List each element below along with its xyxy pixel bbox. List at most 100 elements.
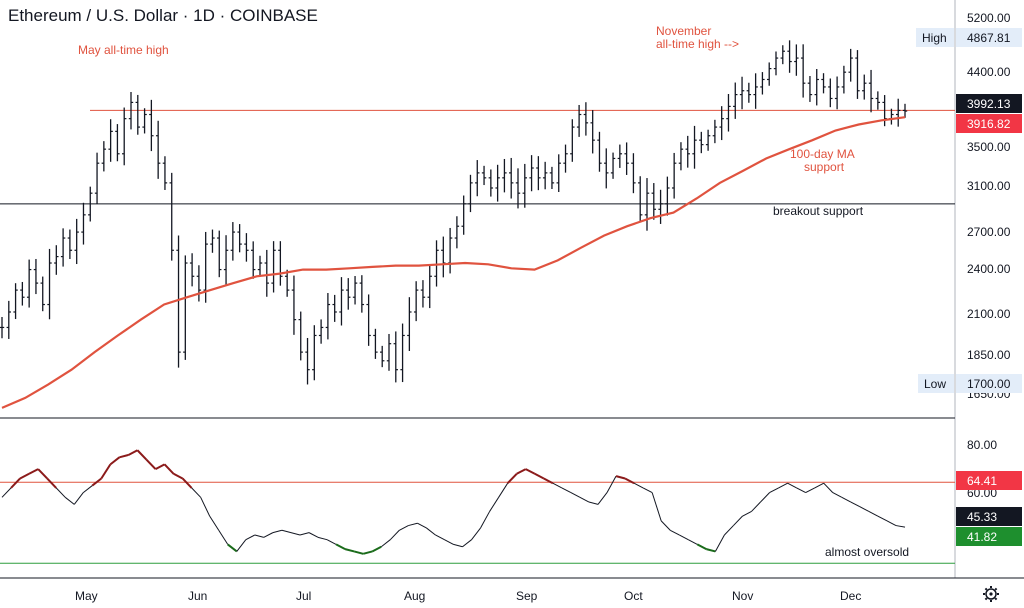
rsi-segment xyxy=(426,527,436,536)
rsi-segment xyxy=(145,458,157,470)
rsi-segment xyxy=(444,539,454,545)
rsi-segment xyxy=(1,487,12,498)
rsi-segment xyxy=(579,496,590,503)
ohlc-bar xyxy=(848,48,853,82)
rsi-segment xyxy=(462,539,472,548)
time-axis: May Jun Jul Aug Sep Oct Nov Dec xyxy=(75,589,861,603)
ohlc-bar xyxy=(583,102,589,136)
high-value-tag xyxy=(956,28,1022,47)
ohlc-bar xyxy=(787,40,792,73)
ohlc-bar xyxy=(719,106,724,141)
ohlc-bar xyxy=(413,281,419,322)
rsi-segment xyxy=(489,497,500,512)
rsi-segment xyxy=(227,543,238,553)
rsi-segment xyxy=(19,472,30,480)
rsi-segment xyxy=(570,492,581,498)
ohlc-bar xyxy=(54,245,59,275)
ohlc-bar xyxy=(902,103,908,118)
ohlc-bar xyxy=(325,293,331,340)
rsi-segment xyxy=(453,543,463,548)
ohlc-bar xyxy=(678,142,684,171)
ohlc-bar xyxy=(373,328,378,359)
rsi-segment xyxy=(73,492,84,505)
rsi-segment xyxy=(308,532,319,538)
ohlc-bar xyxy=(278,241,283,286)
rsi-segment xyxy=(435,534,445,541)
ohlc-bar xyxy=(468,174,473,213)
month-tick: Aug xyxy=(404,589,425,603)
rsi-segment xyxy=(10,477,21,489)
ohlc-bar xyxy=(441,236,446,278)
ohlc-bar xyxy=(610,152,616,179)
ohlc-bar xyxy=(318,319,324,344)
ohlc-bar xyxy=(631,153,636,194)
ohlc-bar xyxy=(814,68,819,106)
low-value-tag xyxy=(956,374,1022,393)
low-label-tag xyxy=(918,374,954,393)
rsi-segment xyxy=(218,530,229,545)
high-value: 4867.81 xyxy=(967,31,1011,45)
ohlc-bar xyxy=(570,119,575,162)
ohlc-bar xyxy=(47,248,52,320)
ohlc-bar xyxy=(142,108,147,134)
ohlc-bar xyxy=(400,323,405,383)
ohlc-bar xyxy=(705,129,711,151)
ohlc-bar xyxy=(746,82,752,103)
chart-title: Ethereum / U.S. Dollar · 1D · COINBASE xyxy=(8,6,318,25)
ohlc-bar xyxy=(257,255,263,278)
ohlc-bar xyxy=(108,119,113,162)
ohlc-bar xyxy=(733,82,738,119)
rsi-segment xyxy=(751,501,761,512)
ohlc-bar xyxy=(624,142,629,175)
rsi-segment xyxy=(55,487,66,498)
ohlc-bar xyxy=(217,230,222,278)
ma-support-annotation-line1: 100-day MA xyxy=(790,147,855,161)
rsi-segment xyxy=(290,532,301,536)
ohlc-bar xyxy=(0,317,5,339)
price-tick: 2100.00 xyxy=(967,307,1011,321)
rsi-segment xyxy=(498,482,509,498)
ohlc-bar xyxy=(332,294,337,322)
ohlc-bar xyxy=(617,144,623,168)
ohlc-bar xyxy=(502,158,507,193)
ohlc-bar xyxy=(889,108,894,125)
high-label: High xyxy=(922,31,947,45)
ohlc-bar xyxy=(481,165,487,186)
rsi-upper-tag xyxy=(956,471,1022,490)
rsi-segment xyxy=(850,501,861,508)
rsi-segment xyxy=(326,539,337,545)
rsi-segment xyxy=(173,472,184,480)
ohlc-bar xyxy=(359,275,365,313)
ohlc-bar xyxy=(393,331,398,383)
may-ath-annotation: May all-time high xyxy=(78,43,169,57)
ohlc-bar xyxy=(271,241,276,293)
ohlc-bar xyxy=(135,94,140,135)
rsi-segment xyxy=(823,482,834,493)
gear-icon[interactable] xyxy=(983,586,999,602)
ohlc-bar xyxy=(644,178,650,231)
ohlc-bar xyxy=(549,166,555,190)
ohlc-bar xyxy=(509,157,514,199)
ohlc-bar xyxy=(244,233,249,262)
rsi-segment xyxy=(714,534,725,552)
rsi-segment xyxy=(299,532,310,536)
ohlc-bar xyxy=(291,275,297,335)
ohlc-bar xyxy=(67,229,73,260)
ohlc-bar xyxy=(128,91,134,130)
ohlc-bar xyxy=(33,258,39,295)
ohlc-bar xyxy=(94,152,100,205)
ohlc-bar xyxy=(339,277,344,326)
ohlc-bar xyxy=(447,227,453,274)
ohlc-bar xyxy=(366,294,371,346)
rsi-segment xyxy=(859,506,870,512)
rsi-segment xyxy=(109,456,121,466)
ohlc-bar xyxy=(101,141,107,172)
ohlc-bar xyxy=(251,241,256,279)
ohlc-bar xyxy=(122,107,127,166)
rsi-segment xyxy=(236,539,247,552)
ohlc-bar xyxy=(454,216,460,249)
rsi-segment xyxy=(263,532,274,538)
last-price-tag xyxy=(956,94,1022,113)
rsi-segment xyxy=(209,515,220,531)
ohlc-bar xyxy=(665,176,670,216)
